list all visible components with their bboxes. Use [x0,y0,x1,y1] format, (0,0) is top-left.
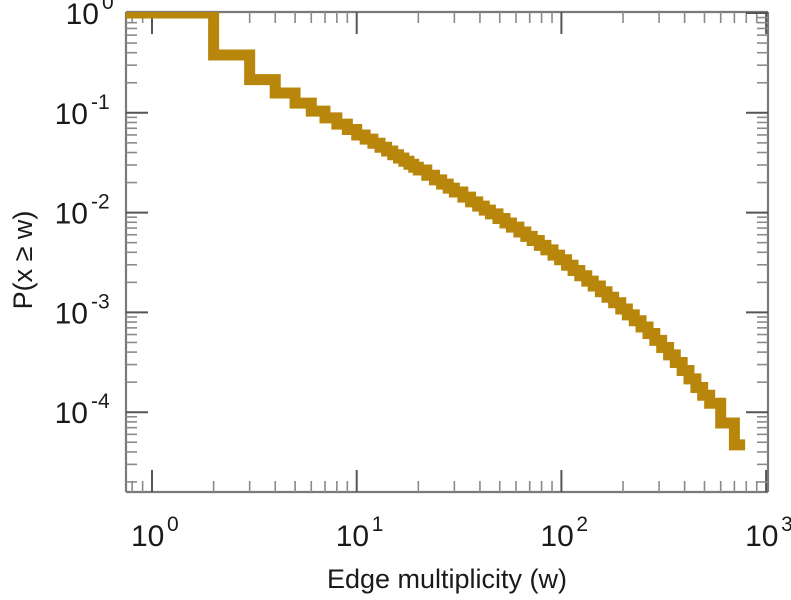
plot-frame [124,10,770,494]
y-tick-label-0-exponent: 0 [102,0,114,14]
y-tick-label-3-mantissa: 10 [55,297,88,330]
series-group [126,12,746,451]
y-axis-title: P(x ≥ w) [8,211,38,310]
y-tick-label-3-exponent: -3 [91,290,110,313]
x-tick-label-2-exponent: 2 [576,513,588,536]
y-tick-label-2: 10 -2 [55,191,110,231]
x-tick-label-3: 10 3 [745,513,791,553]
x-tick-label-0-exponent: 0 [167,513,179,536]
x-tick-label-0: 10 0 [131,513,179,553]
x-tick-label-1: 10 1 [336,513,384,553]
y-tick-label-4-exponent: -4 [91,390,110,413]
y-tick-label-1-mantissa: 10 [55,98,88,131]
y-tick-label-0: 10 0 [66,0,114,31]
y-tick-label-1: 10 -1 [55,91,110,131]
x-tick-label-2: 10 2 [540,513,588,553]
ccdf-step-curve [126,12,746,451]
x-tick-label-1-mantissa: 10 [336,520,369,553]
x-axis-title: Edge multiplicity (w) [327,564,567,594]
y-tick-label-0-mantissa: 10 [66,0,99,31]
y-axis-ticks [126,12,768,483]
y-tick-label-2-exponent: -2 [91,191,110,214]
y-tick-label-4: 10 -4 [55,390,110,430]
y-tick-label-3: 10 -3 [55,290,110,330]
x-tick-label-1-exponent: 1 [372,513,384,536]
x-axis-tick-labels: 10 0 10 1 10 2 10 3 [131,513,791,553]
y-tick-label-2-mantissa: 10 [55,198,88,231]
x-tick-label-3-exponent: 3 [781,513,791,536]
y-tick-label-4-mantissa: 10 [55,397,88,430]
x-tick-label-2-mantissa: 10 [540,520,573,553]
x-tick-label-3-mantissa: 10 [745,520,778,553]
y-tick-label-1-exponent: -1 [91,91,110,114]
x-tick-label-0-mantissa: 10 [131,520,164,553]
x-axis-ticks [131,12,768,492]
